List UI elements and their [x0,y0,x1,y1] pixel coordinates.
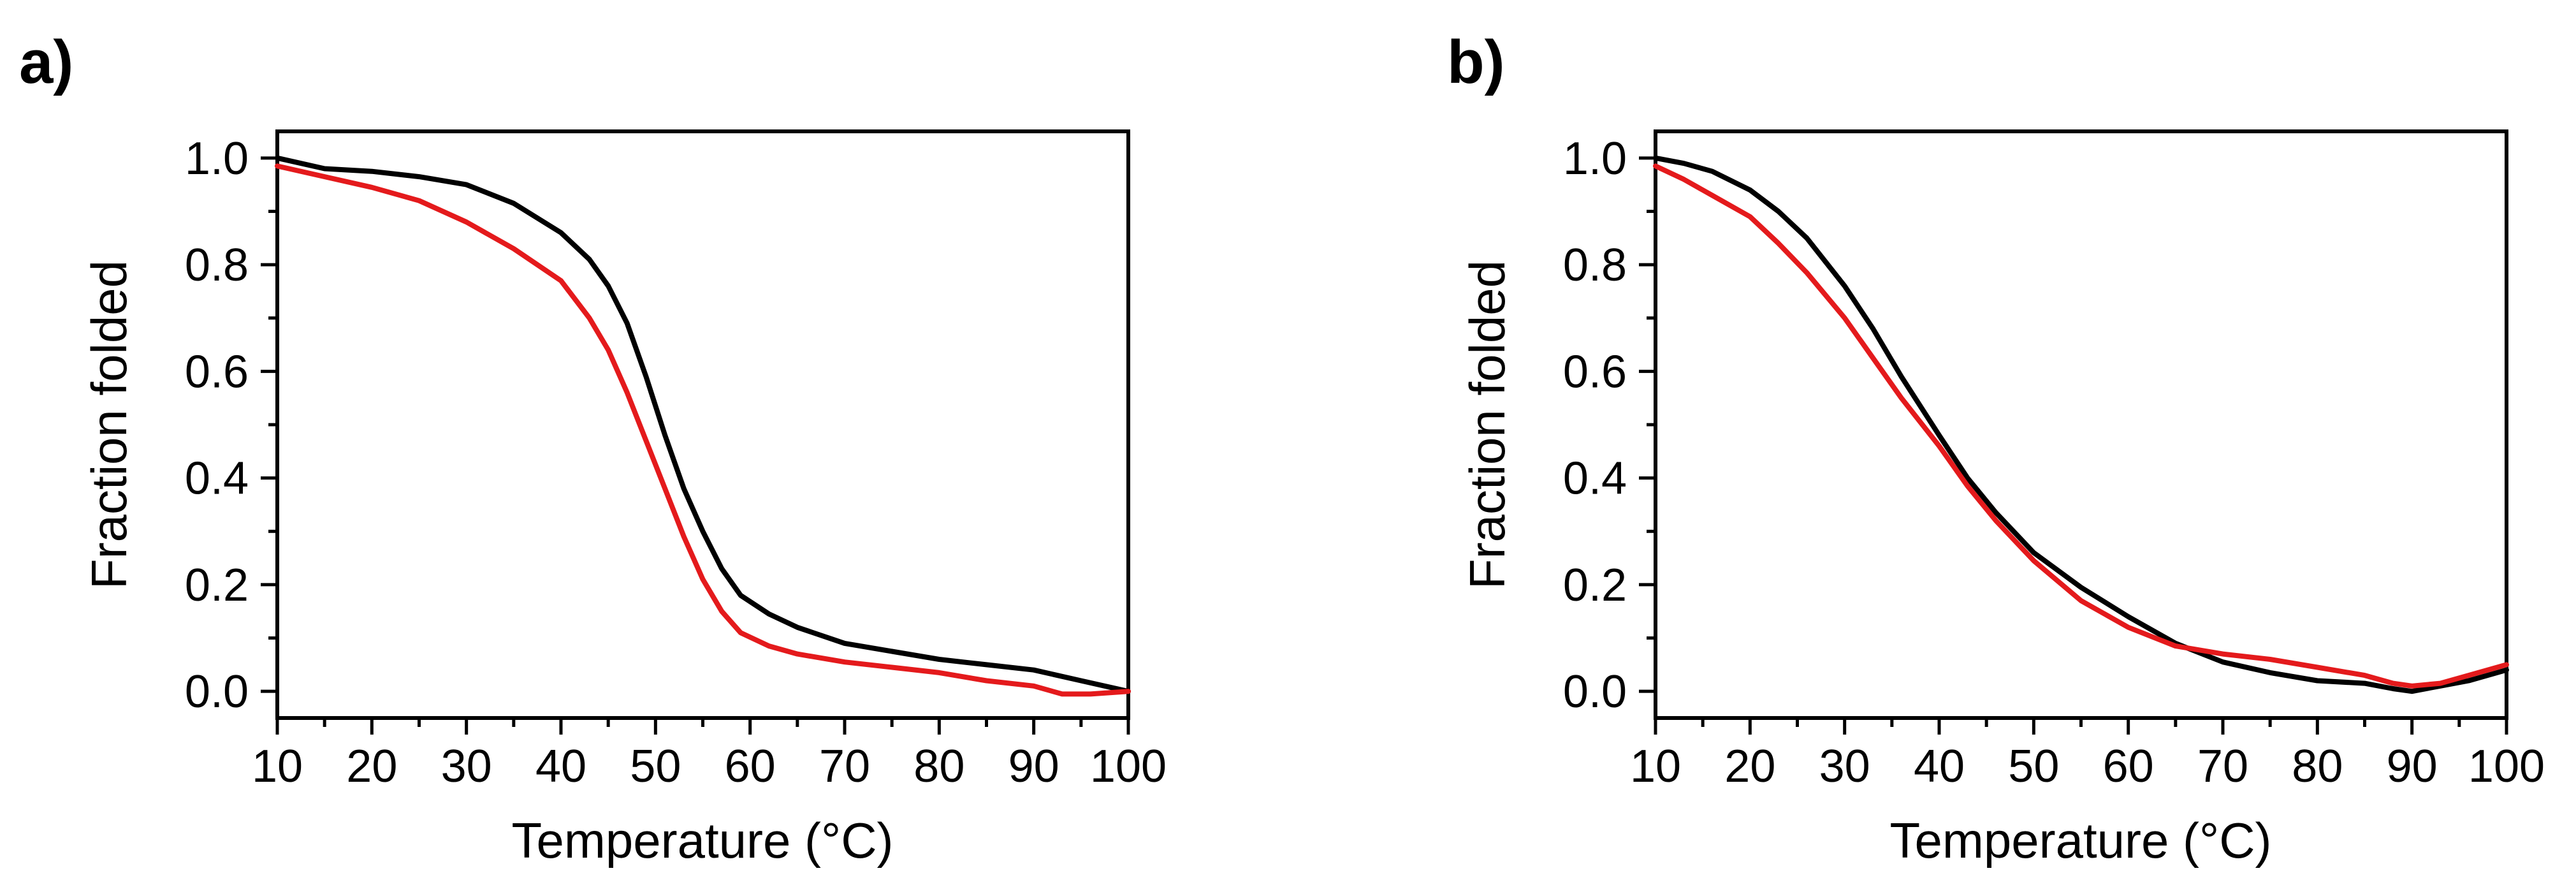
y-tick-label: 1.0 [1563,133,1627,184]
panel-b-ticks [1639,156,2508,735]
x-tick-label: 30 [1819,741,1870,792]
black-series-line-panel-b [1653,155,2509,694]
panel-b-y-tick-labels: 0.0 0.2 0.4 0.6 0.8 1.0 [1563,133,1627,717]
panel-b-series [1653,155,2509,694]
x-tick-label: 20 [1724,741,1775,792]
y-tick-label: 1.0 [185,133,249,184]
x-tick-label: 10 [1630,741,1681,792]
panel-a-ticks [261,156,1130,735]
panel-a-series [275,155,1131,697]
panel-a-y-axis-title: Fraction folded [81,260,137,589]
panel-b: b) 0.0 0.2 0.4 0.6 0.8 1.0 10 20 30 40 50 60 70 80 90… [1447,28,2545,868]
red-series-line-panel-a [275,163,1131,697]
x-tick-label: 100 [2468,741,2545,792]
x-tick-label: 20 [346,741,397,792]
panel-a-y-tick-labels: 0.0 0.2 0.4 0.6 0.8 1.0 [185,133,249,717]
x-tick-label: 80 [913,741,964,792]
panel-a-x-tick-labels: 10 20 30 40 50 60 70 80 90 100 [252,741,1167,792]
x-tick-label: 30 [441,741,492,792]
y-tick-label: 0.8 [1563,240,1627,291]
y-tick-label: 0.6 [185,346,249,397]
y-tick-label: 0.8 [185,240,249,291]
panel-a-label: a) [19,28,73,96]
x-tick-label: 50 [630,741,681,792]
panel-a-plot-area [275,129,1130,720]
x-tick-label: 70 [819,741,870,792]
x-tick-label: 90 [1008,741,1059,792]
panel-b-label: b) [1447,28,1505,96]
y-tick-label: 0.2 [1563,560,1627,611]
x-tick-label: 100 [1090,741,1167,792]
black-series-line-panel-a [275,155,1131,694]
x-tick-label: 40 [1914,741,1965,792]
panel-a: a) 0.0 0.2 0.4 0.6 0.8 1.0 10 20 30 40 50 60 70 80 90… [19,28,1167,868]
y-tick-label: 0.0 [185,666,249,717]
x-tick-label: 10 [252,741,303,792]
y-tick-label: 0.4 [1563,453,1627,504]
x-tick-label: 50 [2008,741,2059,792]
y-tick-label: 0.6 [1563,346,1627,397]
panel-b-x-tick-labels: 10 20 30 40 50 60 70 80 90 100 [1630,741,2545,792]
panel-b-x-axis-title: Temperature (°C) [1889,812,2271,868]
x-tick-label: 70 [2197,741,2248,792]
x-tick-label: 60 [2103,741,2154,792]
panel-b-y-axis-title: Fraction folded [1459,260,1515,589]
y-tick-label: 0.0 [1563,666,1627,717]
x-tick-label: 60 [725,741,776,792]
x-tick-label: 40 [535,741,586,792]
x-tick-label: 80 [2292,741,2343,792]
panel-a-x-axis-title: Temperature (°C) [511,812,893,868]
y-tick-label: 0.2 [185,560,249,611]
y-tick-label: 0.4 [185,453,249,504]
x-tick-label: 90 [2387,741,2438,792]
panel-b-plot-area [1654,129,2508,720]
red-series-line-panel-b [1653,163,2509,689]
